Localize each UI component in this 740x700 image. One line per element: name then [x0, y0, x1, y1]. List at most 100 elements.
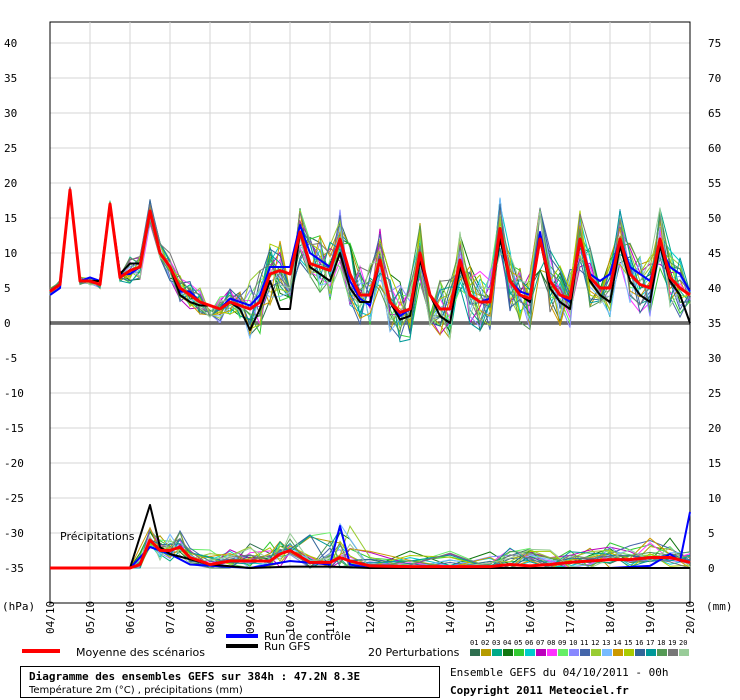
x-tick-label: 08/10: [204, 601, 217, 634]
x-tick-label: 18/10: [604, 601, 617, 634]
perturbation-swatch: [492, 649, 502, 656]
right-tick-label: 65: [708, 107, 721, 120]
left-tick-label: 40: [4, 37, 17, 50]
left-tick-label: 35: [4, 72, 17, 85]
perturbation-number: 08: [547, 639, 555, 647]
left-tick-label: 10: [4, 247, 17, 260]
perturbation-number: 01: [470, 639, 478, 647]
perturbation-temperature-line: [49, 186, 691, 325]
perturbation-swatch: [635, 649, 645, 656]
left-tick-label: -30: [4, 527, 24, 540]
legend-control-label: Run de contrôle: [264, 630, 351, 643]
perturbation-precipitation-line: [50, 534, 691, 569]
chart-title: Diagramme des ensembles GEFS sur 384h : …: [29, 670, 361, 683]
left-tick-label: -5: [4, 352, 17, 365]
legend-perturbations-label: 20 Perturbations: [368, 646, 460, 659]
perturbation-number: 04: [503, 639, 511, 647]
perturbation-swatch: [668, 649, 678, 656]
left-tick-label: 15: [4, 212, 17, 225]
x-tick-label: 13/10: [404, 601, 417, 634]
perturbation-number: 09: [558, 639, 566, 647]
perturbation-swatch: [547, 649, 557, 656]
left-tick-label: -25: [4, 492, 24, 505]
chart-subtitle: Température 2m (°C) , précipitations (mm…: [29, 685, 243, 696]
perturbation-swatch: [503, 649, 513, 656]
perturbation-swatch: [580, 649, 590, 656]
perturbation-number: 05: [514, 639, 522, 647]
right-tick-label: 30: [708, 352, 721, 365]
mean-precipitation-line: [50, 538, 691, 570]
x-axis-ticks: 04/10 05/10 06/10 07/10 08/10 09/10 10/10 11/10…: [44, 601, 697, 634]
x-tick-label: 04/10: [44, 601, 57, 634]
left-axis-ticks: 40 35 30 25 20 15 10 5 0 -5 -10 -15 -20 -25 -30 -35: [4, 37, 24, 575]
legend-mean-label: Moyenne des scénarios: [76, 646, 205, 659]
right-axis-unit: (mm): [706, 600, 733, 613]
perturbation-number: 11: [580, 639, 588, 647]
copyright: Copyright 2011 Meteociel.fr: [450, 684, 629, 697]
perturbation-number: 10: [569, 639, 577, 647]
perturbation-swatch: [613, 649, 623, 656]
x-tick-label: 14/10: [444, 601, 457, 634]
perturbation-number: 16: [635, 639, 643, 647]
perturbation-number: 15: [624, 639, 632, 647]
perturbation-swatch: [525, 649, 535, 656]
x-tick-label: 11/10: [324, 601, 337, 634]
right-tick-label: 10: [708, 492, 721, 505]
left-tick-label: -15: [4, 422, 24, 435]
perturbation-swatch: [569, 649, 579, 656]
x-tick-label: 16/10: [524, 601, 537, 634]
perturbation-number: 07: [536, 639, 544, 647]
perturbation-number: 17: [646, 639, 654, 647]
right-tick-label: 35: [708, 317, 721, 330]
right-tick-label: 15: [708, 457, 721, 470]
perturbation-number: 03: [492, 639, 500, 647]
right-tick-label: 40: [708, 282, 721, 295]
perturbation-swatch: [591, 649, 601, 656]
perturbation-swatch: [536, 649, 546, 656]
x-tick-label: 17/10: [564, 601, 577, 634]
x-tick-label: 09/10: [244, 601, 257, 634]
left-axis-unit: (hPa): [2, 600, 35, 613]
right-tick-label: 60: [708, 142, 721, 155]
legend-gfs-label: Run GFS: [264, 640, 310, 653]
left-tick-label: 20: [4, 177, 17, 190]
perturbation-number: 18: [657, 639, 665, 647]
main-series-lines: [49, 188, 691, 570]
left-tick-label: 5: [4, 282, 11, 295]
perturbation-swatch: [679, 649, 689, 656]
perturbation-number: 02: [481, 639, 489, 647]
left-tick-label: 30: [4, 107, 17, 120]
run-info: Ensemble GEFS du 04/10/2011 - 00h: [450, 666, 669, 679]
perturbation-number: 06: [525, 639, 533, 647]
left-tick-label: 25: [4, 142, 17, 155]
right-tick-label: 45: [708, 247, 721, 260]
left-tick-label: -20: [4, 457, 24, 470]
perturbation-swatch: [470, 649, 480, 656]
left-tick-label: -10: [4, 387, 24, 400]
perturbation-precipitation-line: [50, 537, 691, 569]
x-tick-label: 10/10: [284, 601, 297, 634]
x-tick-label: 12/10: [364, 601, 377, 634]
perturbation-swatch: [558, 649, 568, 656]
perturbation-number: 13: [602, 639, 610, 647]
perturbation-swatch: [481, 649, 491, 656]
perturbation-swatch: [602, 649, 612, 656]
chart-grid: [49, 21, 691, 604]
right-tick-label: 5: [708, 527, 715, 540]
right-tick-label: 50: [708, 212, 721, 225]
x-tick-label: 20/10: [684, 601, 697, 634]
x-tick-label: 19/10: [644, 601, 657, 634]
right-tick-label: 25: [708, 387, 721, 400]
perturbation-swatch: [646, 649, 656, 656]
perturbation-number: 19: [668, 639, 676, 647]
perturbation-number: 20: [679, 639, 687, 647]
x-tick-label: 07/10: [164, 601, 177, 634]
title-box: Diagramme des ensembles GEFS sur 384h : …: [20, 666, 440, 698]
left-tick-label: -35: [4, 562, 24, 575]
perturbation-number: 14: [613, 639, 621, 647]
right-tick-label: 70: [708, 72, 721, 85]
precipitation-label: Précipitations: [60, 530, 135, 543]
perturbation-precipitation-line: [50, 536, 691, 569]
x-tick-label: 06/10: [124, 601, 137, 634]
